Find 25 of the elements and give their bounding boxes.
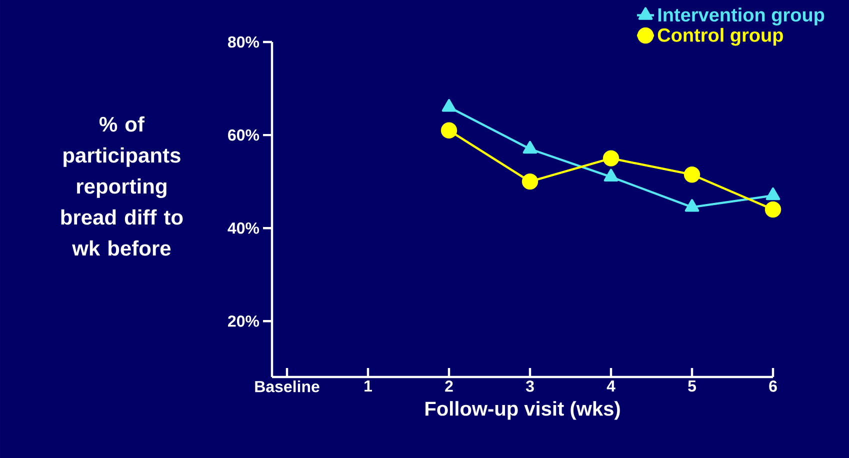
y-tick-label: 20% (228, 315, 260, 327)
point (766, 187, 780, 200)
y-tick-label: 40% (228, 222, 260, 234)
x-tick-label: 3 (526, 380, 534, 392)
point (440, 122, 458, 138)
point (602, 150, 620, 166)
y-tick-label: 60% (228, 129, 260, 141)
x-axis-title: Follow-up visit (wks) (426, 401, 620, 420)
x-tick-label: 4 (606, 380, 616, 392)
x-tick-label: 1 (364, 380, 372, 392)
point (684, 166, 700, 183)
y-tick-label: 80% (228, 36, 260, 48)
point (764, 201, 782, 218)
x-tick-label: 2 (445, 380, 453, 392)
y-axis-title: % of participants reporting bread diff to wk before (61, 116, 183, 256)
x-tick-label: 6 (769, 380, 777, 392)
point (522, 140, 538, 154)
point (442, 99, 456, 112)
point (684, 199, 700, 212)
legend-label: Control group (658, 28, 783, 46)
point (604, 168, 618, 182)
x-tick-label: Baseline (255, 380, 320, 392)
legend-label: Intervention group (658, 8, 824, 26)
x-tick-label: 5 (688, 380, 696, 392)
point (522, 173, 538, 190)
